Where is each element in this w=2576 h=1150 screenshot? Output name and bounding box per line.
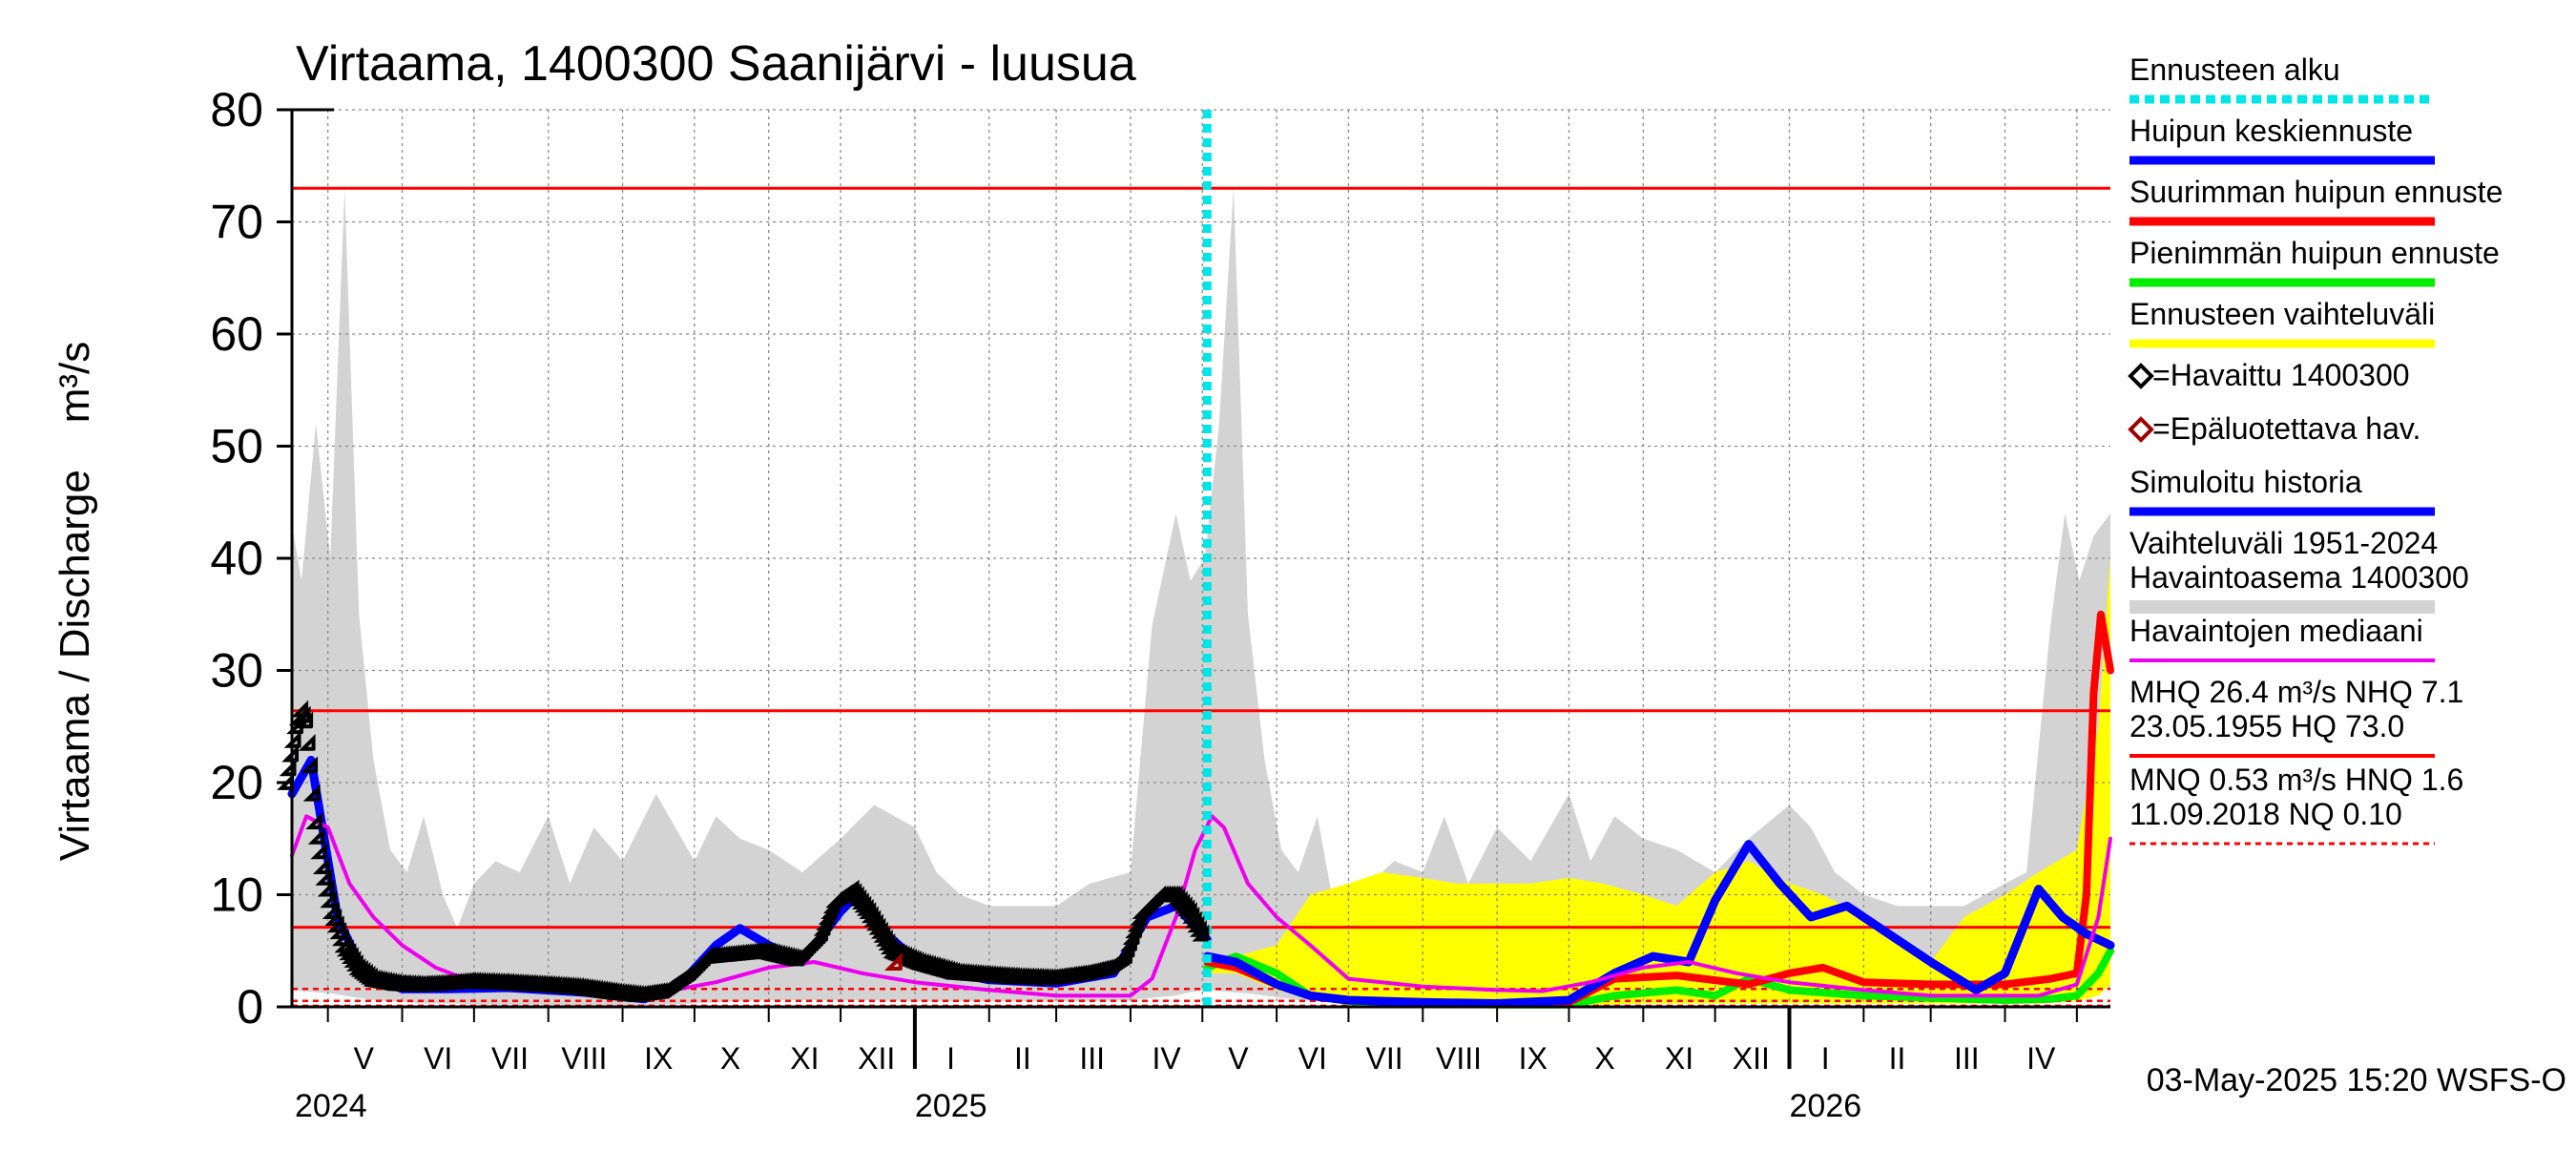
y-tick-label: 70 [210, 196, 263, 249]
x-month-label: XI [1665, 1041, 1693, 1076]
x-month-label: VII [491, 1041, 529, 1076]
y-tick-label: 30 [210, 644, 263, 698]
x-month-label: XII [858, 1041, 895, 1076]
observed-marker [317, 879, 335, 897]
forecast-band-layer [1207, 558, 2110, 1005]
x-month-label: XI [790, 1041, 819, 1076]
x-month-label: IX [644, 1041, 673, 1076]
x-year-label: 2025 [915, 1088, 987, 1124]
observed-marker [305, 812, 323, 830]
observed-marker [813, 918, 831, 936]
observed-marker [822, 896, 841, 914]
x-month-label: II [1889, 1041, 1906, 1076]
observed-marker [1192, 924, 1210, 942]
observed-marker [302, 784, 321, 802]
legend-label: 11.09.2018 NQ 0.10 [2129, 797, 2402, 831]
y-tick-label: 40 [210, 532, 263, 585]
x-month-label: VI [424, 1041, 452, 1076]
legend-label: MNQ 0.53 m³/s HNQ 1.6 [2129, 763, 2463, 797]
x-month-label: VI [1298, 1041, 1327, 1076]
y-tick-label: 0 [237, 980, 263, 1034]
x-month-label: VIII [561, 1041, 607, 1076]
legend-label: 23.05.1955 HQ 73.0 [2129, 709, 2404, 743]
observed-marker [310, 842, 328, 860]
observed-marker [307, 826, 325, 845]
observed-marker [1130, 908, 1148, 926]
grid-layer [292, 109, 2110, 1007]
observed-marker [811, 924, 829, 942]
observed-marker [1117, 940, 1135, 958]
observed-marker [298, 733, 316, 751]
forecast-range-area [1207, 558, 2110, 1005]
legend-label: Suurimman huipun ennuste [2129, 175, 2503, 209]
observed-marker [1120, 933, 1137, 951]
x-month-label: III [1954, 1041, 1980, 1076]
observed-marker [296, 711, 314, 729]
observed-marker [816, 912, 834, 930]
observed-marker [320, 890, 338, 909]
x-month-label: II [1014, 1041, 1031, 1076]
observed-marker [1115, 947, 1132, 965]
y-tick-label: 80 [210, 83, 263, 136]
x-month-label: IV [1152, 1041, 1181, 1076]
observed-marker [821, 902, 839, 920]
x-year-label: 2026 [1790, 1088, 1862, 1124]
x-month-label: X [720, 1041, 740, 1076]
observed-marker [1127, 914, 1145, 932]
observed-marker [1125, 921, 1143, 939]
y-axis-label: Virtaama / Discharge m³/s [52, 342, 98, 861]
x-month-label: V [354, 1041, 375, 1076]
x-month-label: VII [1366, 1041, 1403, 1076]
unreliable-marker [883, 952, 903, 972]
footer-timestamp: 03-May-2025 15:20 WSFS-O [2147, 1062, 2566, 1098]
observed-marker [315, 868, 333, 886]
historical-range-layer [292, 188, 2110, 1006]
y-tick-label: 20 [210, 756, 263, 809]
chart-title: Virtaama, 1400300 Saanijärvi - luusua [296, 36, 1136, 92]
legend-label: Ennusteen alku [2129, 52, 2340, 87]
y-tick-label: 60 [210, 307, 263, 361]
legend-label: Huipun keskiennuste [2129, 114, 2413, 148]
historical-range-area [292, 188, 2110, 1006]
legend: Ennusteen alku Huipun keskiennuste Suurimm… [2129, 52, 2503, 846]
x-month-label: I [1821, 1041, 1830, 1076]
legend-marker [2128, 363, 2154, 389]
legend-label: Simuloitu historia [2129, 465, 2362, 499]
legend-label: Havaintoasema 1400300 [2129, 560, 2469, 595]
x-year-label: 2024 [295, 1088, 367, 1124]
legend-label: Ennusteen vaihteluväli [2129, 297, 2435, 331]
x-month-label: VIII [1436, 1041, 1482, 1076]
x-month-label: I [946, 1041, 955, 1076]
y-tick-label: 10 [210, 868, 263, 922]
x-month-label: XII [1733, 1041, 1770, 1076]
observed-marker [312, 857, 330, 875]
observed-marker [286, 717, 304, 735]
observed-marker [281, 744, 300, 763]
observed-markers-layer [277, 363, 2154, 1003]
y-tick-label: 50 [210, 420, 263, 473]
observed-marker [1122, 928, 1140, 945]
x-month-label: III [1079, 1041, 1105, 1076]
x-month-label: IV [2026, 1041, 2056, 1076]
x-month-label: V [1228, 1041, 1249, 1076]
legend-label: Pienimmän huipun ennuste [2129, 236, 2500, 270]
legend-label: =Havaittu 1400300 [2152, 358, 2410, 392]
legend-label: Havaintojen mediaani [2129, 614, 2423, 648]
legend-label: MHQ 26.4 m³/s NHQ 7.1 [2129, 675, 2463, 709]
legend-label: =Epäluotettava hav. [2152, 411, 2420, 446]
observed-marker [301, 756, 319, 774]
legend-marker [2128, 416, 2154, 443]
x-month-label: X [1594, 1041, 1614, 1076]
series-line-mid-forecast [1202, 840, 2115, 1008]
observed-marker [279, 759, 297, 777]
x-month-label: IX [1519, 1041, 1548, 1076]
observed-marker [818, 908, 836, 925]
legend-label: Vaihteluväli 1951-2024 [2129, 526, 2438, 560]
